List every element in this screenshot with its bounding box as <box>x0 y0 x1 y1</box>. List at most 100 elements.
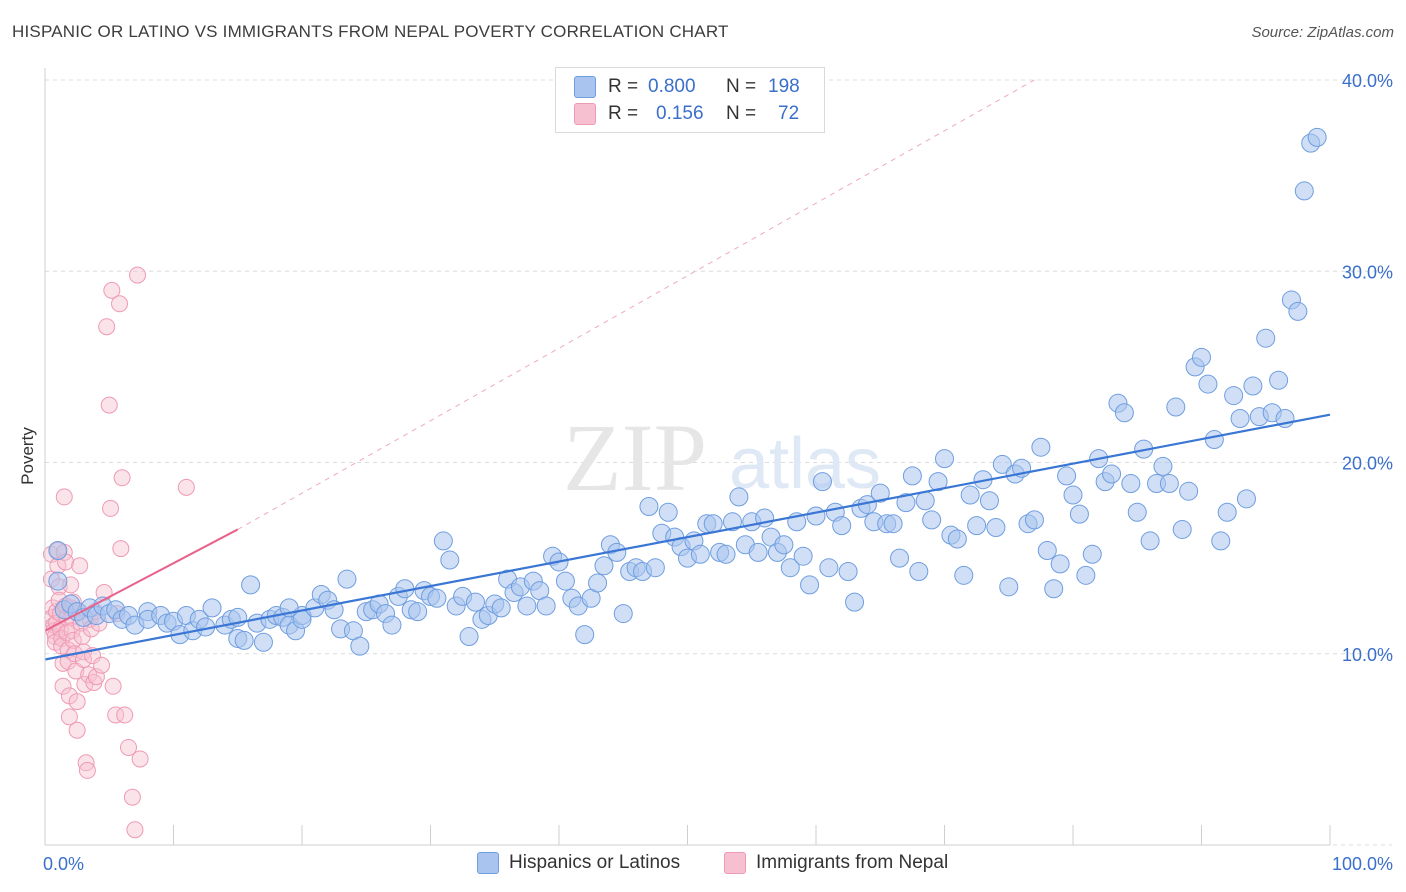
hispanic-point <box>382 615 402 635</box>
hispanic-point <box>935 449 954 469</box>
hispanic-point <box>954 565 974 585</box>
hispanic-point <box>48 540 68 560</box>
hispanic-point <box>838 562 858 582</box>
hispanic-point <box>1236 489 1256 509</box>
hispanic-point <box>594 556 614 576</box>
grid-layer <box>45 79 1392 846</box>
nepal-point <box>111 295 129 313</box>
hispanic-point <box>613 604 633 624</box>
nepal-point <box>177 478 195 496</box>
bottom-legend-label-nepal: Immigrants from Nepal <box>756 852 949 873</box>
y-tick-label: 20.0% <box>1342 454 1393 474</box>
bottom-legend-hispanic: Hispanics or Latinos <box>477 852 680 874</box>
hispanic-point <box>1037 540 1057 560</box>
hispanic-point <box>202 598 222 618</box>
hispanic-point <box>433 531 453 551</box>
chart-title: HISPANIC OR LATINO VS IMMIGRANTS FROM NE… <box>12 22 729 41</box>
nepal-point <box>71 557 89 575</box>
nepal-point <box>131 750 149 768</box>
axes: 10.0% 20.0% 30.0% 40.0% 0.0% 100.0% Poverty <box>18 68 1393 874</box>
hispanic-point <box>1269 370 1289 390</box>
hispanic-point <box>1050 554 1070 574</box>
nepal-point <box>78 761 96 779</box>
hispanic-point <box>1127 502 1147 522</box>
legend-swatch-pink <box>574 103 596 125</box>
hispanic-point <box>690 544 710 564</box>
x-tick-label: 0.0% <box>43 854 84 874</box>
hispanic-point <box>1102 464 1122 484</box>
hispanic-point <box>48 571 68 591</box>
legend-row-hispanic: R = 0.800 N = 198 <box>574 74 800 100</box>
hispanic-point <box>806 506 826 526</box>
watermark-atlas: atlas <box>729 424 881 504</box>
hispanic-point <box>588 573 608 593</box>
nepal-point <box>103 281 121 299</box>
hispanic-point <box>1294 181 1314 201</box>
hispanic-point <box>1057 466 1077 486</box>
hispanic-point <box>491 598 511 618</box>
hispanic-point <box>1153 456 1173 476</box>
hispanic-point <box>819 558 839 578</box>
trend-lines <box>44 79 1331 661</box>
hispanic-point <box>909 562 929 582</box>
hispanic-point <box>1211 531 1231 551</box>
hispanic-point <box>639 496 659 516</box>
hispanic-point <box>915 491 935 511</box>
nepal-point <box>100 396 118 414</box>
hispanic-point <box>812 472 832 492</box>
hispanic-point <box>459 627 479 647</box>
legend-r-value: 0.156 <box>656 103 704 124</box>
nepal-point <box>129 266 147 284</box>
hispanic-point <box>793 546 813 566</box>
nepal-point <box>112 540 130 558</box>
nepal-point <box>102 499 120 517</box>
hispanic-point <box>1063 485 1083 505</box>
hispanic-point <box>1114 403 1134 423</box>
bottom-legend-swatch-pink <box>724 852 746 874</box>
legend-swatch-blue <box>574 76 596 98</box>
y-tick-label: 10.0% <box>1342 645 1393 665</box>
hispanic-point <box>992 454 1012 474</box>
hispanic-point <box>999 577 1019 597</box>
hispanic-point <box>1230 409 1250 429</box>
nepal-point <box>55 488 73 506</box>
hispanic-point <box>1140 531 1160 551</box>
hispanic-point <box>427 588 447 608</box>
nepal-point <box>126 821 144 839</box>
hispanic-point <box>928 472 948 492</box>
hispanic-point <box>555 571 575 591</box>
hispanic-point <box>1044 579 1064 599</box>
hispanic-point <box>967 516 987 536</box>
hispanic-point <box>1198 374 1218 394</box>
hispanic-point <box>780 558 800 578</box>
hispanic-point <box>986 518 1006 538</box>
hispanic-point <box>1076 565 1096 585</box>
chart-source: Source: ZipAtlas.com <box>1251 24 1394 41</box>
hispanic-point <box>234 630 254 650</box>
legend-n-value: 72 <box>778 103 800 124</box>
nepal-point <box>123 788 141 806</box>
legend-row-nepal: R = 0.156 N = 72 <box>574 101 799 127</box>
hispanic-point <box>774 535 794 555</box>
nepal-point <box>68 721 86 739</box>
hispanic-point <box>337 569 357 589</box>
series-hispanic-points <box>48 127 1327 656</box>
nepal-point <box>107 706 125 724</box>
hispanic-point <box>658 502 678 522</box>
hispanic-point <box>1082 544 1102 564</box>
hispanic-trend-line <box>44 413 1331 661</box>
hispanic-point <box>1224 386 1244 406</box>
nepal-point <box>120 738 138 756</box>
legend-n-label: N = <box>726 76 757 97</box>
hispanic-point <box>890 548 910 568</box>
hispanic-point <box>902 466 922 486</box>
hispanic-point <box>1256 328 1276 348</box>
nepal-point <box>113 469 131 487</box>
nepal-trend-line <box>44 528 239 632</box>
hispanic-point <box>1024 510 1044 530</box>
hispanic-point <box>845 592 865 612</box>
legend-n-label: N = <box>726 103 757 124</box>
nepal-point <box>116 706 134 724</box>
